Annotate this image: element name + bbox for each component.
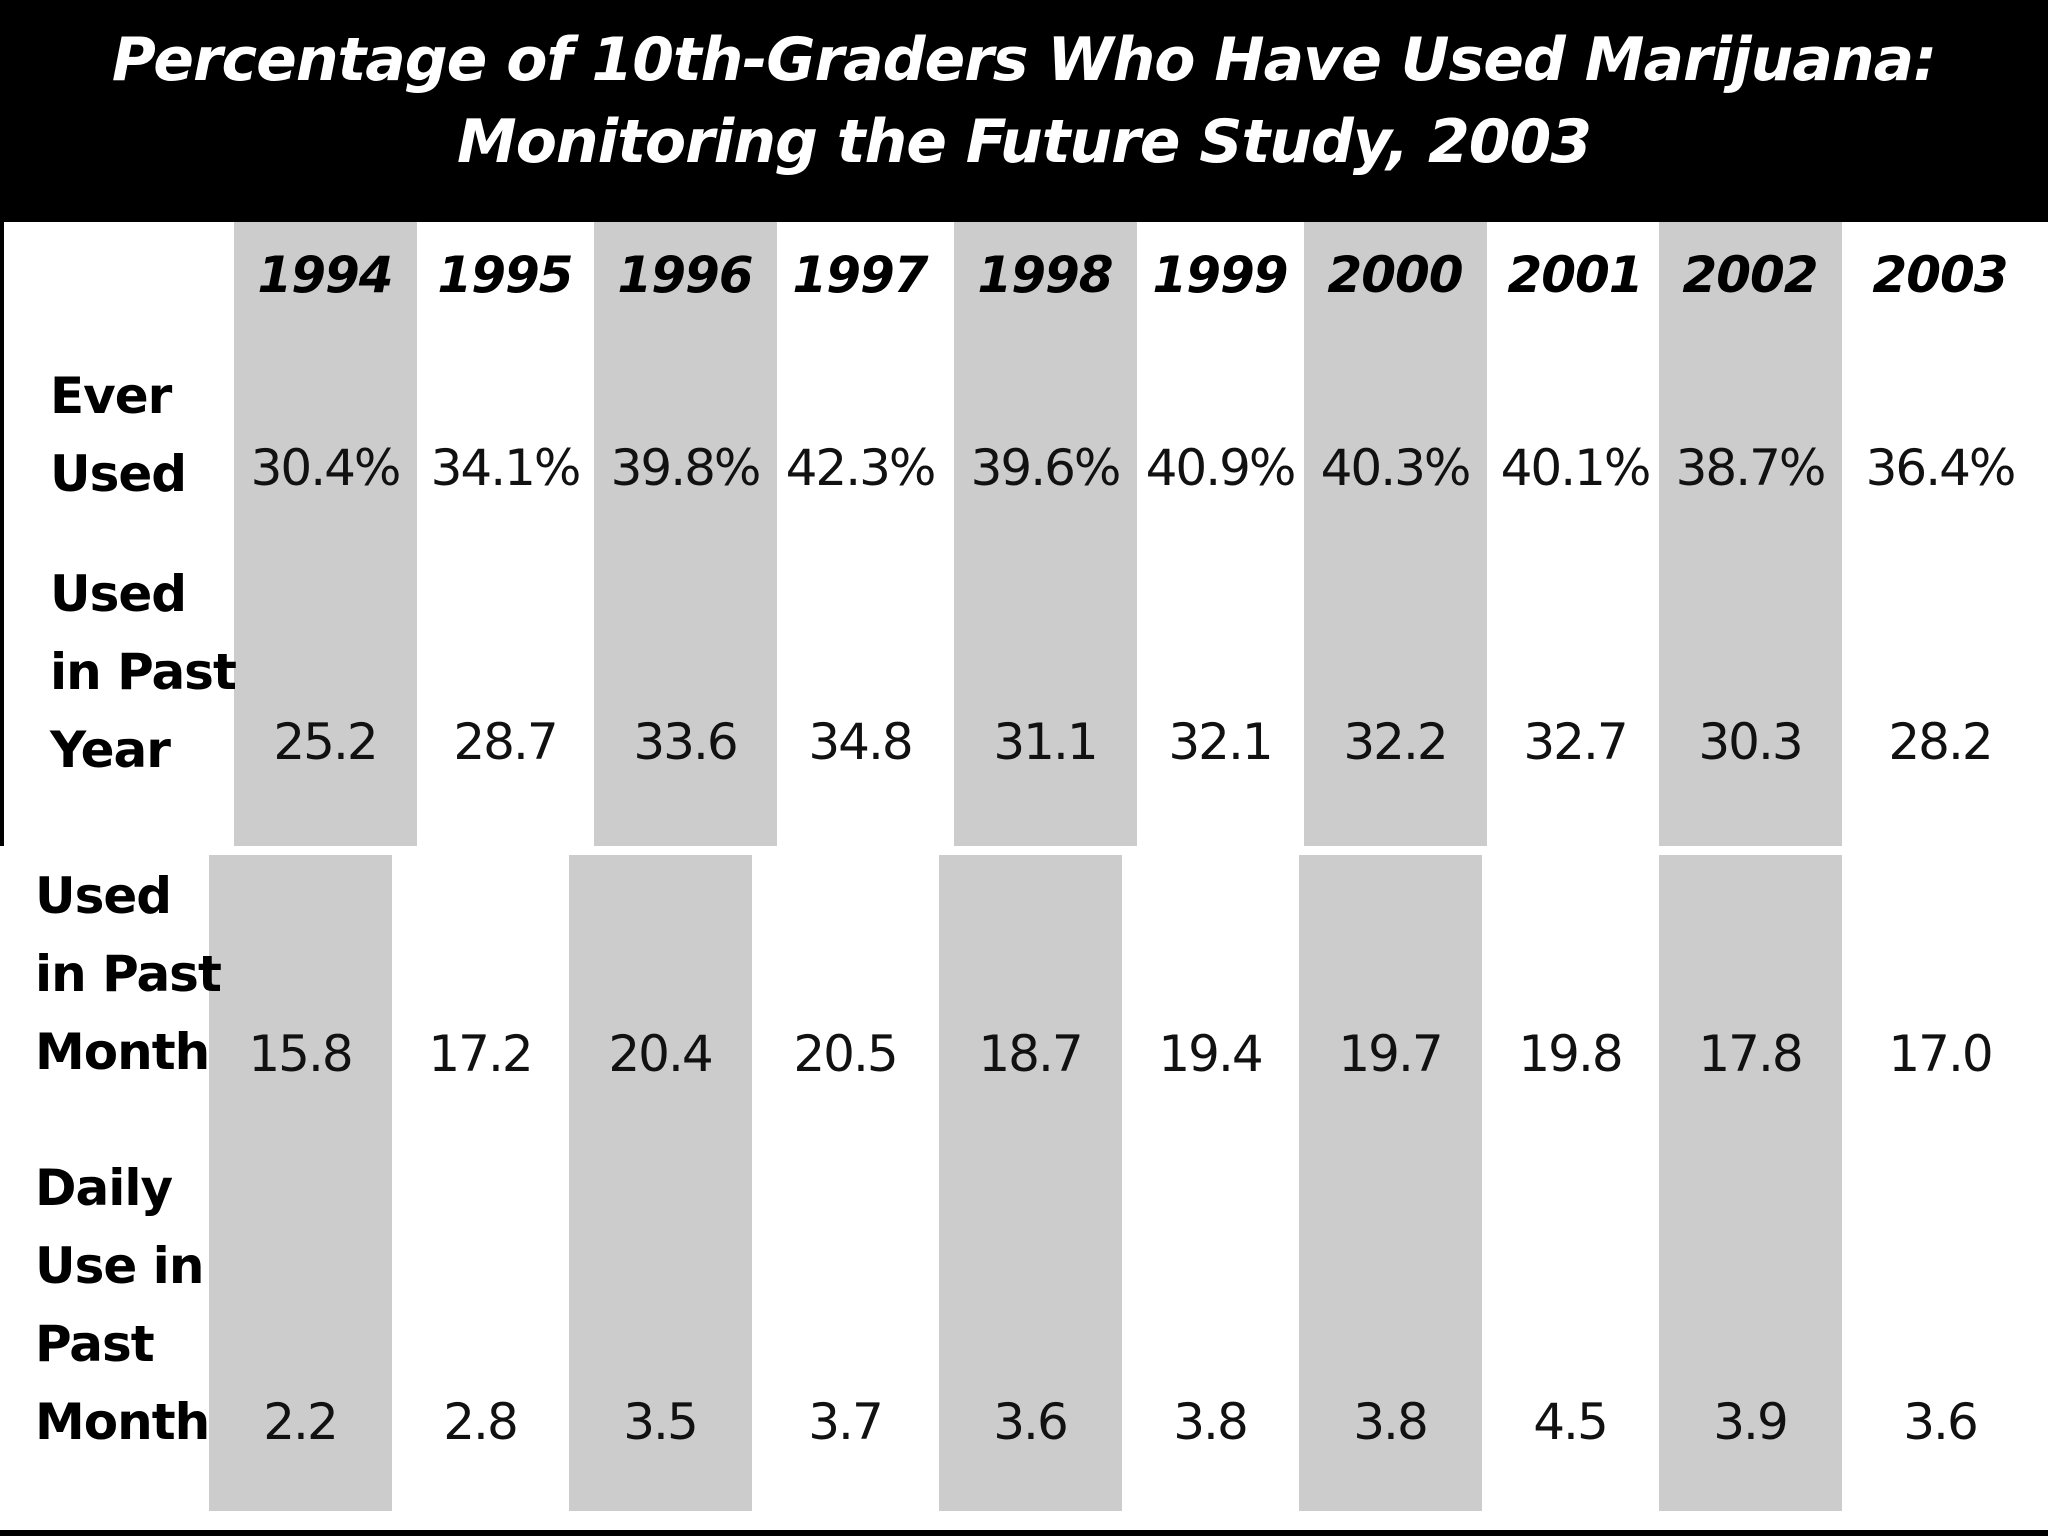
table-cell: 31.1 [993, 713, 1098, 771]
column-shade-1994-lower [208, 855, 392, 1511]
column-header-1999: 1999 [1152, 246, 1288, 304]
table-cell: 19.4 [1158, 1025, 1263, 1083]
table-cell: 20.5 [793, 1025, 898, 1083]
table-cell: 19.8 [1518, 1025, 1623, 1083]
table-cell: 4.5 [1533, 1393, 1609, 1451]
table-cell: 3.6 [993, 1393, 1069, 1451]
table-cell: 20.4 [608, 1025, 713, 1083]
table-cell: 30.3 [1698, 713, 1803, 771]
table-cell: 3.8 [1173, 1393, 1249, 1451]
table-cell: 32.2 [1343, 713, 1448, 771]
table-cell: 40.3% [1320, 439, 1472, 497]
table-cell: 28.7 [453, 713, 558, 771]
column-shade-2002-upper [1658, 222, 1842, 846]
chart-title-line-1: Percentage of 10th-Graders Who Have Used… [111, 25, 1937, 95]
column-header-1994: 1994 [257, 246, 393, 304]
frame-border-left [0, 222, 4, 846]
table-cell: 25.2 [273, 713, 378, 771]
table-cell: 36.4% [1865, 439, 2017, 497]
column-header-1998: 1998 [977, 246, 1113, 304]
table-cell: 15.8 [248, 1025, 353, 1083]
table-cell: 42.3% [785, 439, 937, 497]
column-header-2003: 2003 [1872, 246, 2008, 304]
column-shade-1996-upper [593, 222, 777, 846]
chart-title-line-2: Monitoring the Future Study, 2003 [456, 107, 1592, 177]
table-cell: 40.1% [1500, 439, 1652, 497]
row-label-4: Daily Use in Past Month [35, 1159, 210, 1451]
column-shade-2000-upper [1303, 222, 1487, 846]
table-cell: 3.7 [808, 1393, 884, 1451]
table-cell: 18.7 [978, 1025, 1083, 1083]
table-cell: 33.6 [633, 713, 738, 771]
table-cell: 2.8 [443, 1393, 519, 1451]
frame-border-bottom [0, 1530, 2048, 1536]
column-shade-1996-lower [568, 855, 752, 1511]
column-header-1996: 1996 [617, 246, 753, 304]
column-shade-2000-lower [1298, 855, 1482, 1511]
table-cell: 3.6 [1903, 1393, 1979, 1451]
table-cell: 17.8 [1698, 1025, 1803, 1083]
table-cell: 3.9 [1713, 1393, 1789, 1451]
table-cell: 32.7 [1523, 713, 1628, 771]
column-header-2002: 2002 [1682, 246, 1818, 304]
table-cell: 39.8% [610, 439, 762, 497]
table-cell: 30.4% [250, 439, 402, 497]
chart-header: Percentage of 10th-Graders Who Have Used… [0, 0, 2048, 222]
column-shade-1998-lower [938, 855, 1122, 1511]
table-cell: 38.7% [1675, 439, 1827, 497]
table-cell: 34.8 [808, 713, 913, 771]
table-cell: 19.7 [1338, 1025, 1443, 1083]
table-cell: 2.2 [263, 1393, 339, 1451]
table-cell: 28.2 [1888, 713, 1993, 771]
row-label-3: Used in Past Month [35, 867, 222, 1081]
table-cell: 3.5 [623, 1393, 699, 1451]
table-cell: 39.6% [970, 439, 1122, 497]
table-cell: 32.1 [1168, 713, 1273, 771]
column-header-1997: 1997 [792, 246, 928, 304]
column-shade-1994-upper [233, 222, 417, 846]
column-header-2000: 2000 [1327, 246, 1463, 304]
column-header-2001: 2001 [1507, 246, 1643, 304]
table-cell: 34.1% [430, 439, 582, 497]
table-cell: 40.9% [1145, 439, 1297, 497]
table-cell: 17.2 [428, 1025, 533, 1083]
column-header-1995: 1995 [437, 246, 573, 304]
column-shade-2002-lower [1658, 855, 1842, 1511]
row-label-2: Used in Past Year [50, 565, 237, 779]
table-cell: 3.8 [1353, 1393, 1429, 1451]
column-shade-1998-upper [953, 222, 1137, 846]
table-cell: 17.0 [1888, 1025, 1993, 1083]
row-label-1: Ever Used [50, 367, 187, 503]
